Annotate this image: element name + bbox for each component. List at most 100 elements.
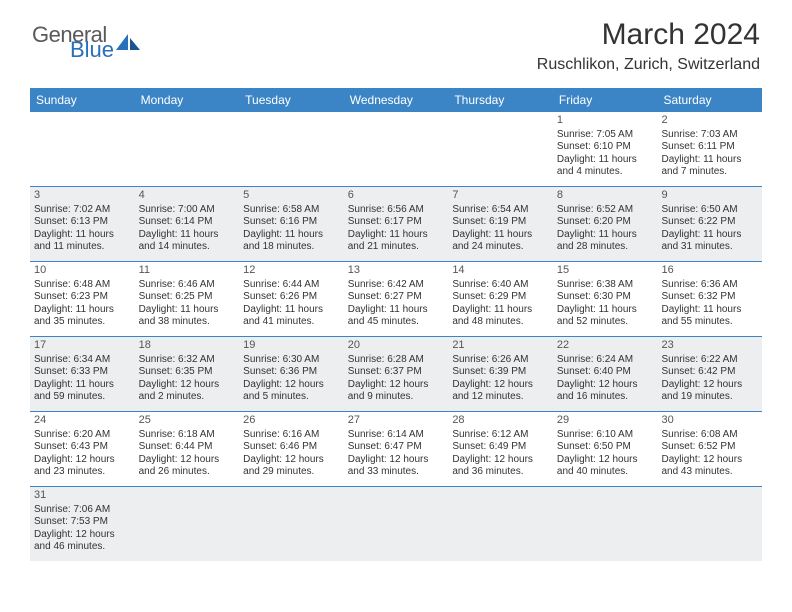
daylight-text: Daylight: 12 hours and 33 minutes. — [348, 454, 445, 479]
calendar-cell: 16Sunrise: 6:36 AMSunset: 6:32 PMDayligh… — [657, 262, 762, 336]
calendar-cell: 31Sunrise: 7:06 AMSunset: 7:53 PMDayligh… — [30, 487, 135, 561]
daylight-text: Daylight: 11 hours and 45 minutes. — [348, 304, 445, 329]
daylight-text: Daylight: 11 hours and 59 minutes. — [34, 379, 131, 404]
day-number: 28 — [452, 414, 549, 428]
calendar-cell — [239, 112, 344, 186]
week-row: 3Sunrise: 7:02 AMSunset: 6:13 PMDaylight… — [30, 187, 762, 262]
calendar-cell: 15Sunrise: 6:38 AMSunset: 6:30 PMDayligh… — [553, 262, 658, 336]
sunrise-text: Sunrise: 6:58 AM — [243, 204, 340, 217]
daylight-text: Daylight: 12 hours and 16 minutes. — [557, 379, 654, 404]
day-headers-row: SundayMondayTuesdayWednesdayThursdayFrid… — [30, 88, 762, 112]
week-row: 31Sunrise: 7:06 AMSunset: 7:53 PMDayligh… — [30, 487, 762, 561]
calendar-cell: 1Sunrise: 7:05 AMSunset: 6:10 PMDaylight… — [553, 112, 658, 186]
day-number: 16 — [661, 264, 758, 278]
sunrise-text: Sunrise: 6:20 AM — [34, 429, 131, 442]
calendar-cell: 30Sunrise: 6:08 AMSunset: 6:52 PMDayligh… — [657, 412, 762, 486]
sunrise-text: Sunrise: 6:26 AM — [452, 354, 549, 367]
sunset-text: Sunset: 6:42 PM — [661, 366, 758, 379]
calendar-cell — [448, 487, 553, 561]
day-header: Sunday — [30, 88, 135, 112]
sunset-text: Sunset: 6:50 PM — [557, 441, 654, 454]
sunrise-text: Sunrise: 6:38 AM — [557, 279, 654, 292]
day-number: 18 — [139, 339, 236, 353]
sunset-text: Sunset: 6:32 PM — [661, 291, 758, 304]
sunrise-text: Sunrise: 6:10 AM — [557, 429, 654, 442]
sunset-text: Sunset: 6:16 PM — [243, 216, 340, 229]
calendar-cell: 24Sunrise: 6:20 AMSunset: 6:43 PMDayligh… — [30, 412, 135, 486]
sunset-text: Sunset: 6:23 PM — [34, 291, 131, 304]
week-row: 24Sunrise: 6:20 AMSunset: 6:43 PMDayligh… — [30, 412, 762, 487]
calendar-cell: 23Sunrise: 6:22 AMSunset: 6:42 PMDayligh… — [657, 337, 762, 411]
sunrise-text: Sunrise: 6:54 AM — [452, 204, 549, 217]
daylight-text: Daylight: 11 hours and 11 minutes. — [34, 229, 131, 254]
sunrise-text: Sunrise: 7:05 AM — [557, 129, 654, 142]
daylight-text: Daylight: 11 hours and 21 minutes. — [348, 229, 445, 254]
calendar-cell: 18Sunrise: 6:32 AMSunset: 6:35 PMDayligh… — [135, 337, 240, 411]
calendar-cell: 10Sunrise: 6:48 AMSunset: 6:23 PMDayligh… — [30, 262, 135, 336]
daylight-text: Daylight: 11 hours and 52 minutes. — [557, 304, 654, 329]
calendar-cell: 22Sunrise: 6:24 AMSunset: 6:40 PMDayligh… — [553, 337, 658, 411]
daylight-text: Daylight: 11 hours and 7 minutes. — [661, 154, 758, 179]
daylight-text: Daylight: 11 hours and 48 minutes. — [452, 304, 549, 329]
calendar-cell — [135, 487, 240, 561]
daylight-text: Daylight: 11 hours and 31 minutes. — [661, 229, 758, 254]
sunrise-text: Sunrise: 6:34 AM — [34, 354, 131, 367]
sunset-text: Sunset: 6:20 PM — [557, 216, 654, 229]
calendar-cell: 14Sunrise: 6:40 AMSunset: 6:29 PMDayligh… — [448, 262, 553, 336]
day-number: 30 — [661, 414, 758, 428]
sunrise-text: Sunrise: 7:03 AM — [661, 129, 758, 142]
day-number: 13 — [348, 264, 445, 278]
sunset-text: Sunset: 6:35 PM — [139, 366, 236, 379]
calendar-cell: 8Sunrise: 6:52 AMSunset: 6:20 PMDaylight… — [553, 187, 658, 261]
sunset-text: Sunset: 6:49 PM — [452, 441, 549, 454]
day-number: 10 — [34, 264, 131, 278]
sunset-text: Sunset: 6:30 PM — [557, 291, 654, 304]
day-number: 20 — [348, 339, 445, 353]
calendar-cell: 17Sunrise: 6:34 AMSunset: 6:33 PMDayligh… — [30, 337, 135, 411]
day-number: 31 — [34, 489, 131, 503]
title-block: March 2024 Ruschlikon, Zurich, Switzerla… — [537, 18, 760, 74]
month-title: March 2024 — [537, 18, 760, 52]
calendar-cell: 19Sunrise: 6:30 AMSunset: 6:36 PMDayligh… — [239, 337, 344, 411]
daylight-text: Daylight: 11 hours and 24 minutes. — [452, 229, 549, 254]
daylight-text: Daylight: 12 hours and 9 minutes. — [348, 379, 445, 404]
calendar-cell: 21Sunrise: 6:26 AMSunset: 6:39 PMDayligh… — [448, 337, 553, 411]
week-row: 17Sunrise: 6:34 AMSunset: 6:33 PMDayligh… — [30, 337, 762, 412]
daylight-text: Daylight: 11 hours and 35 minutes. — [34, 304, 131, 329]
sunset-text: Sunset: 6:26 PM — [243, 291, 340, 304]
day-number: 5 — [243, 189, 340, 203]
day-number: 22 — [557, 339, 654, 353]
day-number: 25 — [139, 414, 236, 428]
day-number: 12 — [243, 264, 340, 278]
logo-blue: Blue — [70, 41, 114, 60]
sunrise-text: Sunrise: 6:48 AM — [34, 279, 131, 292]
calendar-cell: 9Sunrise: 6:50 AMSunset: 6:22 PMDaylight… — [657, 187, 762, 261]
sunset-text: Sunset: 6:39 PM — [452, 366, 549, 379]
sunset-text: Sunset: 7:53 PM — [34, 516, 131, 529]
day-number: 27 — [348, 414, 445, 428]
calendar-cell — [344, 112, 449, 186]
calendar-cell: 7Sunrise: 6:54 AMSunset: 6:19 PMDaylight… — [448, 187, 553, 261]
sunrise-text: Sunrise: 7:02 AM — [34, 204, 131, 217]
daylight-text: Daylight: 11 hours and 38 minutes. — [139, 304, 236, 329]
calendar-cell — [553, 487, 658, 561]
day-number: 17 — [34, 339, 131, 353]
day-header: Tuesday — [239, 88, 344, 112]
calendar-cell: 11Sunrise: 6:46 AMSunset: 6:25 PMDayligh… — [135, 262, 240, 336]
calendar-cell: 5Sunrise: 6:58 AMSunset: 6:16 PMDaylight… — [239, 187, 344, 261]
day-number: 19 — [243, 339, 340, 353]
day-header: Thursday — [448, 88, 553, 112]
calendar-cell — [30, 112, 135, 186]
location: Ruschlikon, Zurich, Switzerland — [537, 56, 760, 74]
sunset-text: Sunset: 6:19 PM — [452, 216, 549, 229]
week-row: 10Sunrise: 6:48 AMSunset: 6:23 PMDayligh… — [30, 262, 762, 337]
sunset-text: Sunset: 6:13 PM — [34, 216, 131, 229]
day-number: 21 — [452, 339, 549, 353]
calendar-cell: 27Sunrise: 6:14 AMSunset: 6:47 PMDayligh… — [344, 412, 449, 486]
sunrise-text: Sunrise: 6:36 AM — [661, 279, 758, 292]
calendar-cell: 28Sunrise: 6:12 AMSunset: 6:49 PMDayligh… — [448, 412, 553, 486]
day-number: 7 — [452, 189, 549, 203]
day-header: Friday — [553, 88, 658, 112]
calendar-cell — [239, 487, 344, 561]
day-number: 15 — [557, 264, 654, 278]
